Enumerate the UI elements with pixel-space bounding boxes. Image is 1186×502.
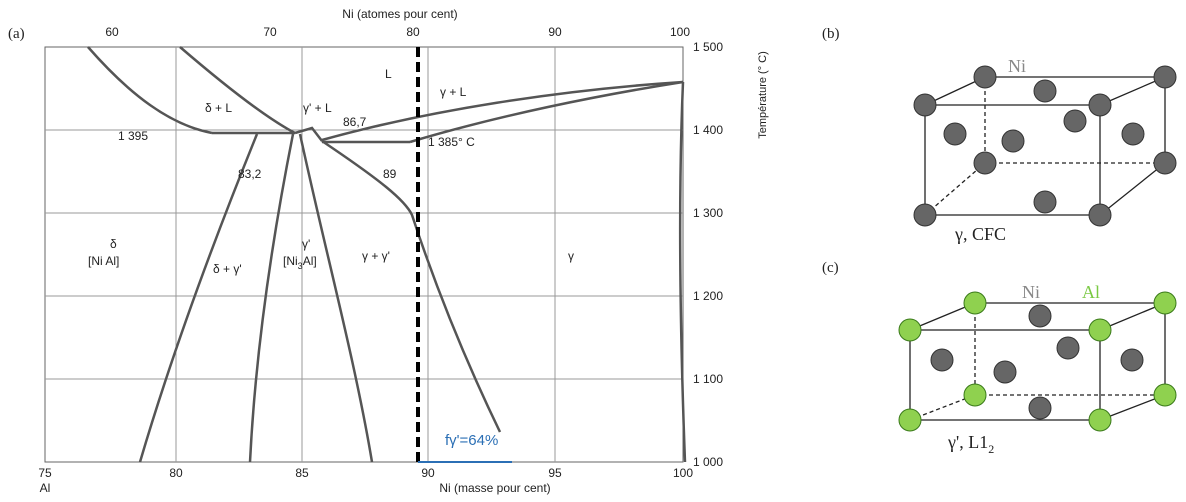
region-label: δ + γ' [213, 262, 242, 276]
annotation: 86,7 [343, 115, 367, 129]
atom-label: Ni [1008, 56, 1026, 76]
bottom-tick: 85 [295, 466, 309, 480]
caption: γ, CFC [954, 224, 1006, 244]
bottom-tick: 90 [421, 466, 435, 480]
region-label: [Ni3Al] [283, 254, 317, 271]
figure: (a) fγ'=64% Ni (atomes pour cent) 60 70 … [0, 0, 1186, 497]
bottom-tick: 75 [38, 466, 52, 480]
annotation: 1 385° C [428, 135, 475, 149]
right-axis-title: Température (° C) [757, 51, 769, 139]
bottom-axis-title: Ni (masse pour cent) [439, 481, 550, 495]
panel-label: (a) [8, 26, 25, 42]
region-label: L [385, 67, 392, 81]
region-label: [Ni Al] [88, 254, 119, 268]
panel-label: (b) [822, 26, 840, 42]
top-tick: 60 [105, 25, 119, 39]
region-label: γ + γ' [362, 249, 390, 263]
panel-b: (b) Ni γ, CFC [822, 26, 1176, 244]
region-label: δ [110, 237, 117, 251]
bottom-tick: 95 [548, 466, 562, 480]
al-label: Al [40, 481, 51, 495]
right-tick: 1 100 [693, 372, 723, 386]
right-tick: 1 000 [693, 455, 723, 469]
caption: γ', L12 [947, 432, 994, 456]
fraction-label: fγ'=64% [445, 432, 498, 449]
top-tick: 100 [670, 25, 690, 39]
panel-c: (c) Ni Al γ', L12 [822, 260, 1176, 456]
annotation: 89 [383, 167, 397, 181]
right-tick: 1 500 [693, 40, 723, 54]
atom-label: Ni [1022, 282, 1040, 302]
panel-a: (a) fγ'=64% Ni (atomes pour cent) 60 70 … [8, 7, 769, 495]
region-label: δ + L [205, 101, 232, 115]
region-label: γ' + L [303, 101, 332, 115]
top-axis-title: Ni (atomes pour cent) [342, 7, 457, 21]
region-label: γ + L [440, 85, 467, 99]
region-label: γ [568, 249, 574, 263]
top-tick: 80 [406, 25, 420, 39]
bottom-tick: 80 [169, 466, 183, 480]
panel-label: (c) [822, 260, 839, 276]
bottom-tick: 100 [673, 466, 693, 480]
top-tick: 70 [263, 25, 277, 39]
annotation: 83,2 [238, 167, 262, 181]
region-label: γ' [302, 237, 310, 251]
atom-label: Al [1082, 282, 1100, 302]
right-tick: 1 400 [693, 123, 723, 137]
right-tick: 1 300 [693, 206, 723, 220]
top-tick: 90 [548, 25, 562, 39]
right-tick: 1 200 [693, 289, 723, 303]
annotation: 1 395 [118, 129, 148, 143]
